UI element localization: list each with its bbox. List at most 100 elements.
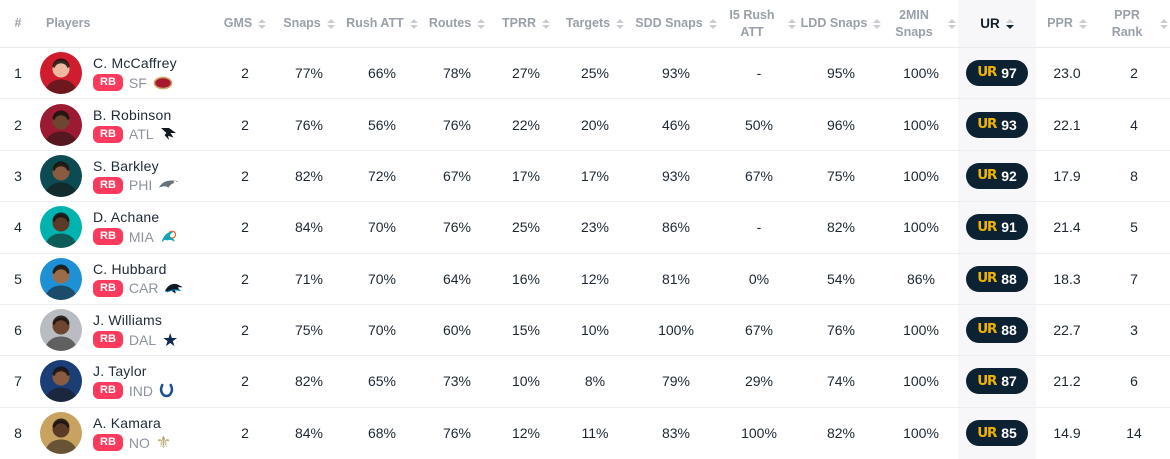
sdd-snaps-value: 83%: [661, 425, 691, 442]
min2-snaps-value: 100%: [903, 425, 939, 442]
column-header-tprr[interactable]: TPRR: [494, 0, 558, 47]
column-header-i5_rush_att[interactable]: I5 Rush ATT: [720, 0, 798, 47]
position-badge: RB: [93, 382, 123, 400]
ppr-value: 17.9: [1053, 167, 1081, 184]
sort-icon[interactable]: [258, 18, 267, 29]
falcons-logo-icon: [160, 127, 177, 141]
team-abbr: PHI: [128, 177, 153, 194]
position-badge: RB: [93, 331, 123, 349]
sort-icon[interactable]: [542, 18, 551, 29]
sort-icon[interactable]: [1005, 18, 1014, 29]
sort-icon[interactable]: [326, 18, 335, 29]
column-header-routes[interactable]: Routes: [420, 0, 494, 47]
sdd-snaps-cell: 93%: [632, 151, 720, 201]
column-header-ur[interactable]: UR: [958, 0, 1036, 47]
gms-value: 2: [241, 270, 249, 287]
player-cell[interactable]: J. Williams RB DAL ★: [36, 305, 216, 355]
player-name: J. Taylor: [93, 363, 147, 380]
rank-cell: 7: [0, 356, 36, 406]
column-header-rush_att[interactable]: Rush ATT: [344, 0, 420, 47]
rush-att-cell: 70%: [344, 305, 420, 355]
position-badge: RB: [93, 434, 123, 452]
player-cell[interactable]: C. Hubbard RB CAR: [36, 254, 216, 304]
table-row[interactable]: 5 C. Hubbard RB CAR 2 71% 70% 64% 16% 12% 81% 0% 54%…: [0, 253, 1170, 305]
gms-cell: 2: [216, 99, 274, 149]
tprr-value: 22%: [511, 116, 541, 133]
player-cell[interactable]: J. Taylor RB IND: [36, 356, 216, 406]
min2-snaps-cell: 100%: [884, 305, 958, 355]
rush-att-value: 70%: [367, 322, 397, 339]
tprr-cell: 25%: [494, 202, 558, 252]
column-header-targets[interactable]: Targets: [558, 0, 632, 47]
table-row[interactable]: 1 C. McCaffrey RB SF 2 77% 66% 78% 27% 25% 93% - 95%…: [0, 48, 1170, 100]
ppr-rank-value: 4: [1130, 116, 1138, 133]
targets-cell: 12%: [558, 254, 632, 304]
column-header-ppr[interactable]: PPR: [1036, 0, 1098, 47]
player-cell[interactable]: A. Kamara RB NO ⚜: [36, 408, 216, 459]
column-header-sdd_snaps[interactable]: SDD Snaps: [632, 0, 720, 47]
sort-icon[interactable]: [788, 18, 796, 29]
player-cell[interactable]: D. Achane RB MIA: [36, 202, 216, 252]
sdd-snaps-value: 93%: [661, 65, 691, 82]
ur-score-cell: UR 92: [958, 150, 1036, 202]
player-cell[interactable]: B. Robinson RB ATL: [36, 99, 216, 149]
column-header-ppr_rank[interactable]: PPR Rank: [1098, 0, 1170, 47]
table-row[interactable]: 2 B. Robinson RB ATL 2 76% 56% 76% 22% 20% 46% 50% 9…: [0, 99, 1170, 151]
sort-icon[interactable]: [616, 18, 625, 29]
tprr-cell: 10%: [494, 356, 558, 406]
sort-icon[interactable]: [477, 18, 486, 29]
ppr-value: 22.7: [1053, 322, 1081, 339]
player-cell[interactable]: S. Barkley RB PHI: [36, 151, 216, 201]
table-row[interactable]: 3 S. Barkley RB PHI 2 82% 72% 67% 17% 17% 93% 67% 75…: [0, 150, 1170, 203]
snaps-cell: 84%: [274, 202, 344, 252]
min2-snaps-cell: 100%: [884, 151, 958, 201]
rush-att-value: 68%: [367, 425, 397, 442]
ur-logo-icon: UR: [977, 269, 997, 286]
table-row[interactable]: 4 D. Achane RB MIA 2 84% 70% 76% 25% 23% 86% - 82% 10…: [0, 202, 1170, 254]
gms-value: 2: [241, 65, 249, 82]
sdd-snaps-value: 46%: [661, 116, 691, 133]
routes-value: 67%: [442, 167, 472, 184]
position-badge: RB: [93, 125, 123, 143]
ur-score-cell: UR 91: [958, 202, 1036, 253]
snaps-cell: 82%: [274, 151, 344, 201]
sort-icon[interactable]: [708, 18, 717, 29]
routes-cell: 73%: [420, 356, 494, 406]
column-header-gms[interactable]: GMS: [216, 0, 274, 47]
gms-cell: 2: [216, 356, 274, 406]
i5-rush-att-cell: 67%: [720, 151, 798, 201]
rush-att-cell: 72%: [344, 151, 420, 201]
rank-value: 5: [14, 270, 22, 287]
sdd-snaps-cell: 46%: [632, 99, 720, 149]
ur-logo-icon: UR: [977, 167, 997, 184]
sort-icon[interactable]: [948, 18, 956, 29]
table-row[interactable]: 8 A. Kamara RB NO ⚜ 2 84% 68% 76% 12% 11% 83% 100% 82…: [0, 407, 1170, 459]
column-header-min2_snaps[interactable]: 2MIN Snaps: [884, 0, 958, 47]
column-header-snaps[interactable]: Snaps: [274, 0, 344, 47]
routes-cell: 78%: [420, 48, 494, 98]
table-row[interactable]: 7 J. Taylor RB IND 2 82% 65% 73% 10% 8% 79% 29% 74% 1…: [0, 356, 1170, 408]
gms-value: 2: [241, 116, 249, 133]
i5-rush-att-value: 67%: [744, 167, 774, 184]
routes-value: 76%: [442, 219, 472, 236]
ppr-rank-cell: 6: [1098, 356, 1170, 406]
ur-score-pill: UR 93: [966, 111, 1028, 138]
player-cell[interactable]: C. McCaffrey RB SF: [36, 48, 216, 98]
column-header-players: Players: [36, 0, 216, 47]
tprr-cell: 27%: [494, 48, 558, 98]
column-header-ldd_snaps[interactable]: LDD Snaps: [798, 0, 884, 47]
sort-icon[interactable]: [409, 18, 418, 29]
player-avatar: [40, 154, 82, 197]
targets-value: 10%: [580, 322, 610, 339]
cowboys-star-icon: ★: [162, 329, 179, 350]
sort-icon[interactable]: [1160, 18, 1168, 29]
ur-score-pill: UR 92: [966, 162, 1028, 189]
sort-icon[interactable]: [873, 18, 882, 29]
ur-score-value: 93: [1001, 116, 1017, 133]
sort-icon[interactable]: [1078, 18, 1087, 29]
min2-snaps-cell: 100%: [884, 99, 958, 149]
table-row[interactable]: 6 J. Williams RB DAL ★ 2 75% 70% 60% 15% 10% 100% 67…: [0, 304, 1170, 357]
i5-rush-att-value: -: [756, 219, 762, 236]
i5-rush-att-cell: 67%: [720, 305, 798, 355]
